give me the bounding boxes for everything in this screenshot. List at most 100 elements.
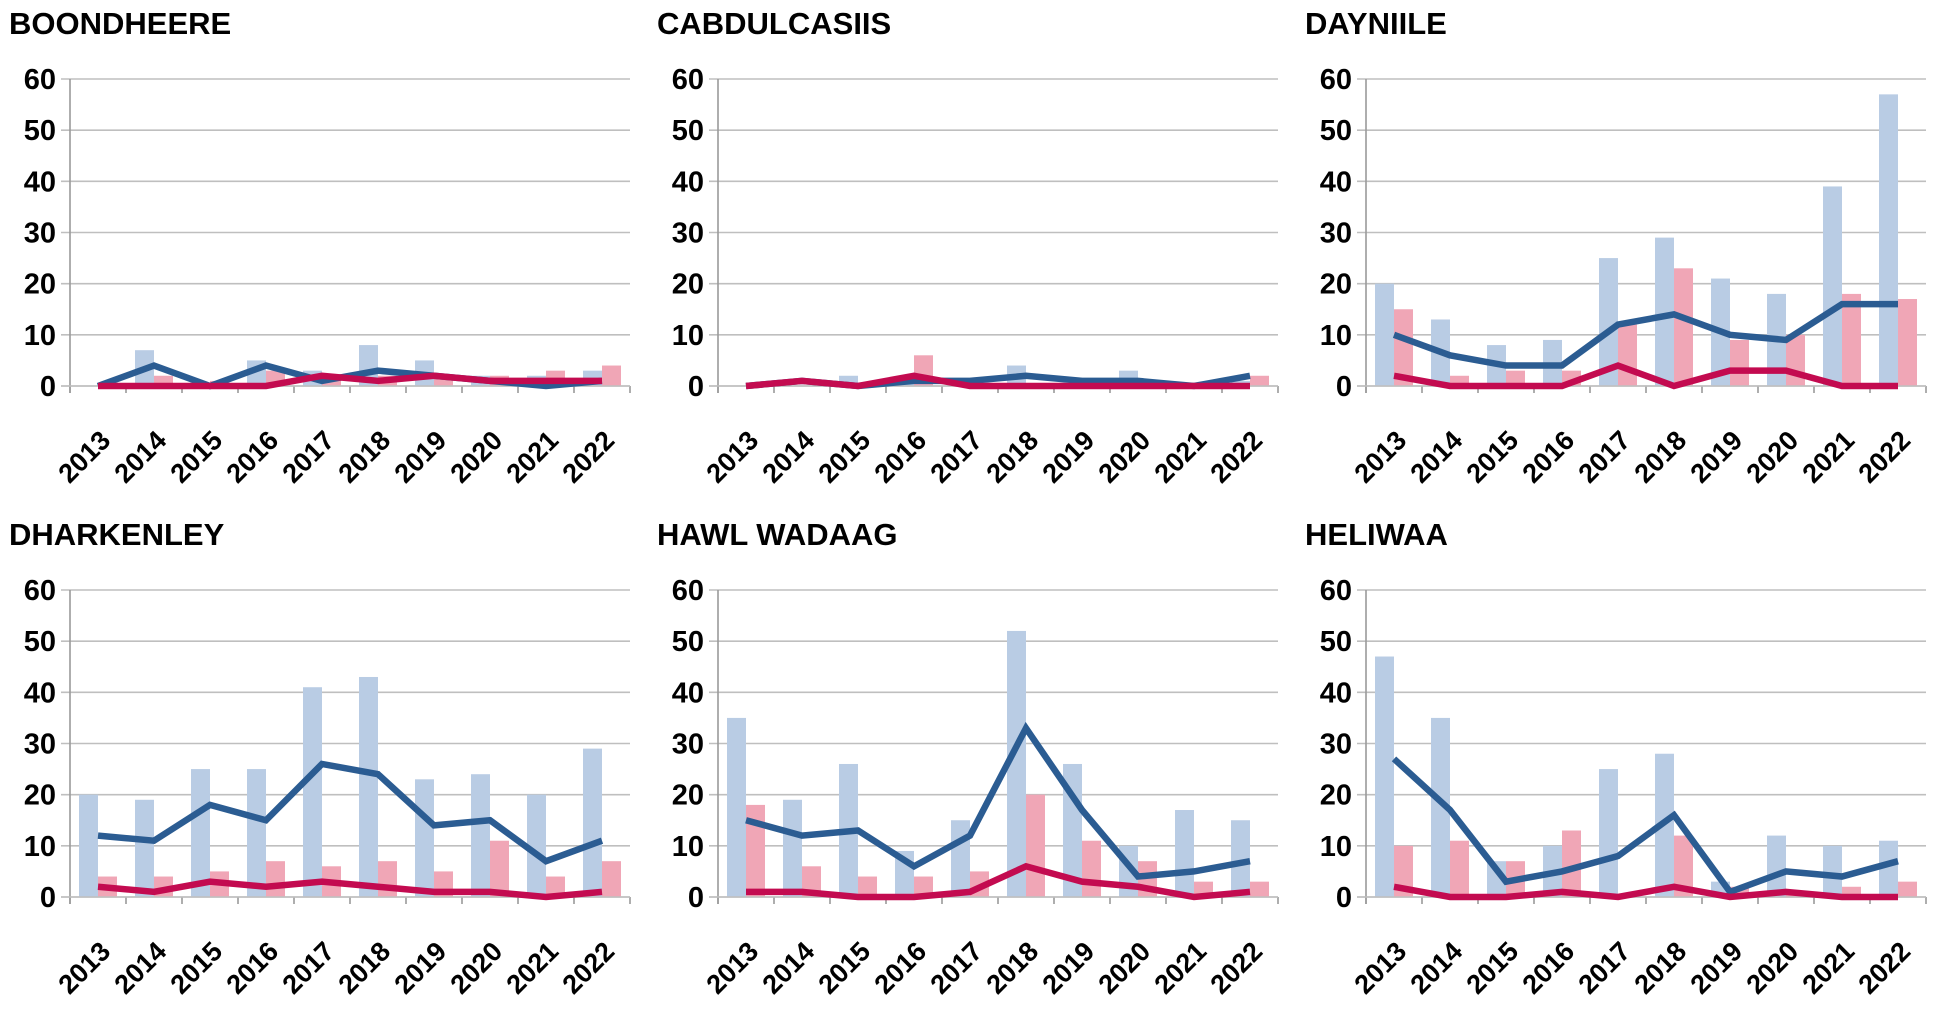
y-axis-tick-label: 50 [1320, 115, 1352, 147]
x-axis-tick-label: 2017 [925, 425, 989, 489]
y-axis-tick-label: 0 [688, 882, 704, 914]
x-axis-tick-label: 2014 [1405, 425, 1469, 489]
y-axis-tick-label: 50 [1320, 626, 1352, 658]
blue-bars-bar [191, 769, 210, 897]
x-axis-tick-label: 2014 [109, 425, 173, 489]
y-axis-tick-label: 20 [672, 780, 704, 812]
x-axis-tick-label: 2014 [109, 936, 173, 1000]
y-axis-tick-label: 30 [672, 218, 704, 250]
x-axis-tick-label: 2020 [445, 425, 509, 489]
y-axis-tick-label: 30 [24, 729, 56, 761]
pink-bars-bar [1618, 324, 1637, 386]
x-axis-tick-label: 2019 [1037, 425, 1101, 489]
y-axis-tick-label: 20 [672, 269, 704, 301]
blue-bars-bar [1879, 94, 1898, 386]
y-axis-tick-label: 10 [672, 831, 704, 863]
blue-bars-bar [1375, 283, 1394, 386]
y-axis-tick-label: 60 [672, 64, 704, 96]
chart-heliwaa: HELIWAA 0 10 20 30 40 50 60 2013 2014 2015 2016 201… [1296, 513, 1944, 1012]
y-axis-tick-label: 10 [672, 320, 704, 352]
x-axis-tick-label: 2014 [757, 425, 821, 489]
chart-plot-dharkenley: 0 10 20 30 40 50 60 201320142015201620172018201… [24, 575, 631, 1000]
x-axis-tick-label: 2016 [1517, 936, 1581, 1000]
x-axis-tick-label: 2015 [165, 425, 229, 489]
blue-bars-bar [1879, 840, 1898, 897]
blue-bars-bar [1431, 717, 1450, 897]
x-axis-tick-label: 2020 [445, 936, 509, 1000]
x-axis-tick-label: 2017 [1573, 936, 1637, 1000]
x-axis-tick-label: 2013 [53, 425, 117, 489]
chart-cabdulcasiis: CABDULCASIIS 0 10 20 30 40 50 60 2013 2014 2015 20… [648, 2, 1296, 501]
blue-bars-bar [583, 748, 602, 897]
pink-bars-bar [602, 365, 621, 386]
blue-bars-bar [415, 779, 434, 897]
pink-bars-bar [1394, 309, 1413, 386]
y-axis-tick-label: 0 [40, 371, 56, 403]
pink-bars-bar [1898, 881, 1917, 897]
x-axis-tick-label: 2013 [53, 936, 117, 1000]
y-axis-tick-label: 20 [24, 780, 56, 812]
x-axis-tick-label: 2019 [1685, 425, 1749, 489]
chart-plot-hawl-wadaag: 0 10 20 30 40 50 60 201320142015201620172018201… [672, 575, 1279, 1000]
x-axis-tick-label: 2020 [1741, 425, 1805, 489]
blue-bars-bar [1823, 186, 1842, 386]
y-axis-tick-label: 50 [672, 626, 704, 658]
y-axis-tick-label: 20 [1320, 780, 1352, 812]
blue-bars-bar [359, 676, 378, 897]
chart-boondheere: BOONDHEERE 0 10 20 30 40 50 60 2013 2014 2015 2016… [0, 2, 648, 501]
chart-plot-boondheere: 0 10 20 30 40 50 60 201320142015201620172018201… [24, 64, 631, 489]
x-axis-tick-label: 2022 [557, 936, 621, 1000]
pink-bars-bar [266, 861, 285, 897]
x-axis-tick-label: 2019 [389, 936, 453, 1000]
x-axis-tick-label: 2021 [501, 425, 565, 489]
blue-bars-bar [527, 794, 546, 897]
x-axis-tick-label: 2013 [1349, 936, 1413, 1000]
y-axis-tick-label: 40 [24, 677, 56, 709]
pink-bars-bar [1842, 886, 1861, 897]
red-line [1393, 362, 1898, 390]
y-axis-tick-label: 60 [1320, 64, 1352, 96]
x-axis-tick-label: 2018 [1629, 936, 1693, 1000]
x-axis-tick-label: 2016 [221, 936, 285, 1000]
blue-bars-bar [135, 799, 154, 897]
blue-bars-bar [839, 375, 858, 386]
chart-title: CABDULCASIIS [657, 6, 892, 41]
y-axis-tick-label: 10 [24, 320, 56, 352]
y-axis-tick-label: 30 [24, 218, 56, 250]
pink-bars-bar [1450, 840, 1469, 897]
chart-plot-dayniile: 0 10 20 30 40 50 60 201320142015201620172018201… [1320, 64, 1927, 489]
x-axis-tick-label: 2021 [1149, 936, 1213, 1000]
chart-dharkenley: DHARKENLEY 0 10 20 30 40 50 60 2013 2014 2015 2016… [0, 513, 648, 1012]
pink-bars-bar [1730, 886, 1749, 897]
blue-bars-bar [1823, 845, 1842, 897]
x-axis-tick-label: 2018 [333, 425, 397, 489]
x-axis-tick-label: 2021 [1797, 936, 1861, 1000]
x-axis-tick-label: 2015 [1461, 936, 1525, 1000]
y-axis-tick-label: 60 [24, 575, 56, 607]
x-axis-tick-label: 2022 [1205, 425, 1269, 489]
x-axis-tick-label: 2018 [981, 936, 1045, 1000]
chart-title: HAWL WADAAG [657, 517, 898, 552]
blue-line [1392, 300, 1898, 369]
blue-bars-bar [1231, 820, 1250, 897]
pink-bars-bar [1450, 375, 1469, 386]
pink-bars-bar [1026, 794, 1045, 897]
x-axis-tick-label: 2018 [981, 425, 1045, 489]
x-axis-tick-label: 2016 [221, 425, 285, 489]
chart-plot-cabdulcasiis: 0 10 20 30 40 50 60 201320142015201620172018201… [672, 64, 1279, 489]
pink-bars-bar [858, 876, 877, 897]
x-axis-tick-label: 2022 [1853, 425, 1917, 489]
chart-hawl-wadaag: HAWL WADAAG 0 10 20 30 40 50 60 2013 2014 2015 201… [648, 513, 1296, 1012]
x-axis-tick-label: 2017 [1573, 425, 1637, 489]
pink-bars-bar [1506, 370, 1525, 386]
x-axis-tick-label: 2018 [333, 936, 397, 1000]
y-axis-tick-label: 40 [24, 166, 56, 198]
y-axis-tick-label: 30 [1320, 218, 1352, 250]
blue-line [1391, 756, 1899, 896]
blue-bars-bar [1599, 258, 1618, 386]
pink-bars-bar [914, 876, 933, 897]
x-axis-tick-label: 2016 [869, 936, 933, 1000]
pink-bars-bar [434, 375, 453, 386]
blue-bars-bar [247, 769, 266, 897]
